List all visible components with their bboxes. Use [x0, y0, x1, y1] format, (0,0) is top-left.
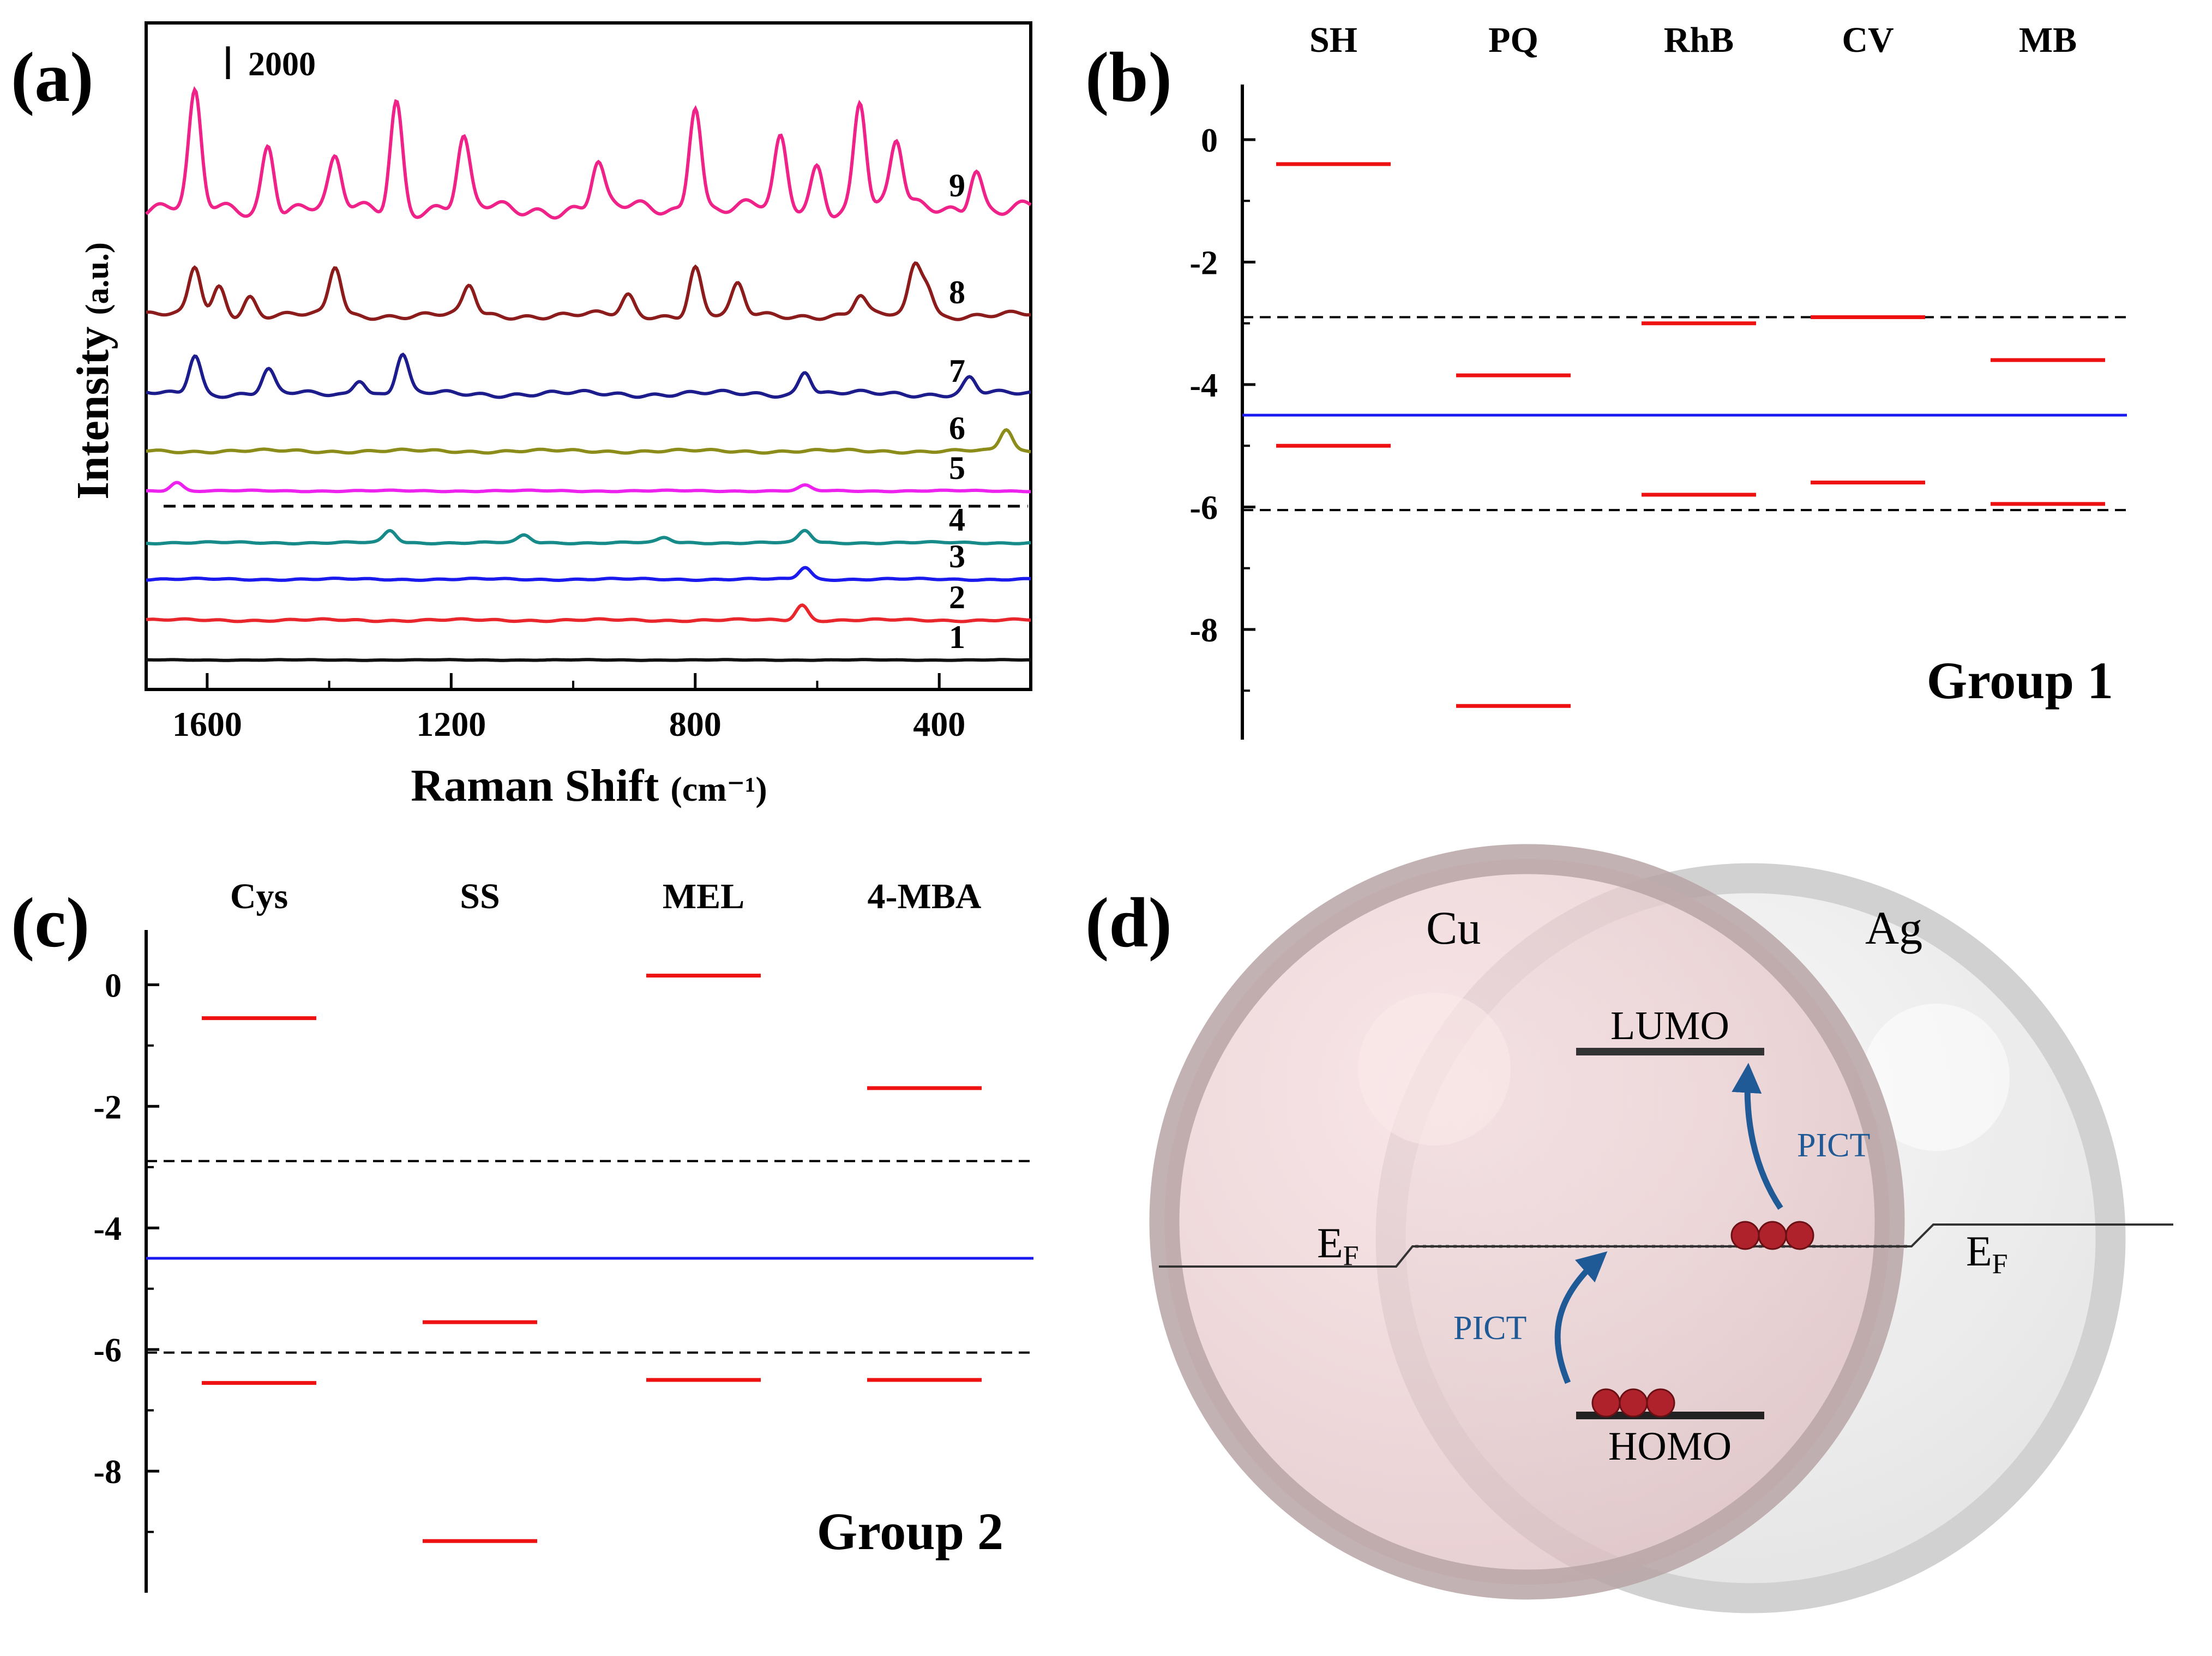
panel-a-x-tick-label: 400 — [913, 705, 965, 743]
panel-a-label: (a) — [11, 38, 94, 117]
panel-d-label: (d) — [1085, 884, 1172, 962]
y-tick-label: -8 — [93, 1454, 122, 1491]
panel-a-x-axis-title: Raman Shift (cm⁻¹) — [411, 760, 767, 811]
molecule-name-SH: SH — [1309, 20, 1357, 60]
raman-spectrum-2 — [146, 603, 1031, 623]
y-tick-label: 0 — [1201, 122, 1218, 159]
cu-particle — [1149, 844, 1905, 1600]
cu-fermi-subscript: F — [1343, 1240, 1359, 1271]
panel-c-label: (c) — [11, 884, 89, 962]
y-tick-label: -8 — [1189, 612, 1218, 649]
molecule-name-MB: MB — [2019, 20, 2077, 60]
panel-b-y-ticks: 0 -2 -4 -6 -8 — [1189, 122, 1255, 692]
molecule-name-Cys: Cys — [230, 877, 288, 916]
electron — [1758, 1221, 1787, 1250]
panel-a-x-tick-label: 1200 — [416, 705, 486, 743]
panel-a-curve-label: 1 — [949, 619, 965, 655]
panel-b-group-label: Group 1 — [1927, 651, 2113, 710]
molecule-name-PQ: PQ — [1488, 20, 1538, 60]
molecule-name-MEL: MEL — [663, 877, 744, 916]
ag-highlight — [1862, 1004, 2010, 1151]
y-tick-label: -2 — [93, 1089, 122, 1126]
panel-b-label: (b) — [1085, 38, 1172, 117]
cu-highlight — [1358, 993, 1511, 1145]
raman-spectrum-8 — [146, 261, 1031, 321]
panel-b-molecule-levels — [1276, 162, 2105, 708]
panel-a-xunit: (cm⁻¹) — [670, 770, 767, 808]
panel-b-molecule-names: SH PQ RhB CV MB — [1309, 20, 2077, 60]
electron — [1619, 1388, 1648, 1418]
panel-c-group-label: Group 2 — [817, 1502, 1003, 1561]
panel-a-curve-label: 9 — [949, 167, 965, 203]
panel-a-curve-labels: 1 2 34 5 6 7 8 9 — [949, 167, 965, 655]
panel-a-xlabel: Raman Shift — [411, 760, 659, 811]
panel-b-group1-energy-levels: (b) 0 -2 -4 -6 -8 SH PQ RhB CV MB Group 1 — [1085, 20, 2127, 740]
panel-c-molecule-levels — [202, 974, 982, 1543]
panel-a-x-tick-label: 800 — [669, 705, 722, 743]
raman-spectrum-3 — [146, 566, 1031, 583]
raman-spectrum-1 — [146, 658, 1031, 662]
panel-a-curve-label: 8 — [949, 274, 965, 310]
molecule-name-4-MBA: 4-MBA — [868, 877, 982, 916]
y-tick-label: -6 — [1189, 489, 1218, 526]
cu-label: Cu — [1426, 902, 1481, 954]
ag-label: Ag — [1865, 902, 1922, 954]
pict-label-upper: PICT — [1797, 1127, 1870, 1164]
molecule-name-CV: CV — [1842, 20, 1894, 60]
pict-label-lower: PICT — [1453, 1310, 1526, 1347]
molecule-name-SS: SS — [460, 877, 500, 916]
pict-arrow-lower — [1554, 1251, 1608, 1384]
electron — [1591, 1388, 1621, 1418]
panel-a-curve-label: 5 — [949, 450, 965, 486]
ag-fermi-symbol: E — [1966, 1227, 1992, 1275]
panel-a-curve-label: 3 — [949, 538, 965, 574]
ag-fermi-subscript: F — [1992, 1249, 2008, 1280]
panel-d-charge-transfer-diagram: (d) Cu Ag EF EF LUMO HOMO PICT PICT — [1085, 844, 2173, 1613]
ag-fermi-label: EF — [1966, 1227, 2008, 1280]
panel-a-curve-label: 6 — [949, 410, 965, 446]
lumo-label: LUMO — [1610, 1004, 1729, 1048]
panel-a-y-axis-title: Intensity (a.u.) — [68, 242, 118, 500]
raman-spectrum-4 — [146, 529, 1031, 546]
y-tick-label: -6 — [93, 1332, 122, 1369]
panel-a-ylabel: Intensity — [68, 326, 118, 499]
panel-c-y-ticks: 0 -2 -4 -6 -8 — [93, 967, 159, 1533]
panel-a-x-ticks: 1600 1200 800 400 — [172, 673, 965, 743]
raman-spectrum-7 — [146, 352, 1031, 399]
y-tick-label: -2 — [1189, 245, 1218, 282]
y-tick-label: 0 — [105, 967, 122, 1004]
panel-a-curve-label: 4 — [949, 502, 965, 538]
panel-a-x-tick-label: 1600 — [172, 705, 242, 743]
electron — [1785, 1221, 1814, 1250]
raman-spectrum-9 — [145, 86, 1032, 220]
panel-a-spectra — [145, 86, 1032, 662]
panel-b-reference-lines — [1242, 316, 2127, 512]
homo-label: HOMO — [1608, 1424, 1732, 1469]
pict-arrow-upper — [1732, 1063, 1783, 1210]
cu-fermi-label: EF — [1317, 1219, 1359, 1271]
panel-c-reference-lines — [146, 1160, 1033, 1354]
raman-spectrum-5 — [146, 481, 1031, 494]
panel-c-molecule-names: Cys SS MEL 4-MBA — [230, 877, 982, 916]
panel-a-curve-label: 2 — [949, 579, 965, 615]
electron — [1730, 1221, 1760, 1250]
panel-a-plot-frame — [145, 21, 1032, 691]
raman-spectrum-6 — [146, 428, 1031, 455]
cu-fermi-symbol: E — [1317, 1219, 1343, 1267]
molecule-name-RhB: RhB — [1664, 20, 1734, 60]
panel-a-scale-bar-label: 2000 — [248, 46, 316, 83]
y-tick-label: -4 — [1189, 367, 1218, 404]
y-tick-label: -4 — [93, 1210, 122, 1247]
panel-a-yunit: (a.u.) — [79, 242, 115, 315]
panel-a-curve-label: 7 — [949, 353, 965, 389]
panel-c-group2-energy-levels: (c) 0 -2 -4 -6 -8 Cys SS MEL 4-MBA Group 2 — [11, 877, 1033, 1593]
electron — [1646, 1388, 1675, 1418]
panel-a-raman-spectra: (a) 1600 1200 800 400 1 2 34 5 6 7 8 9 2000 Raman … — [11, 21, 1032, 811]
